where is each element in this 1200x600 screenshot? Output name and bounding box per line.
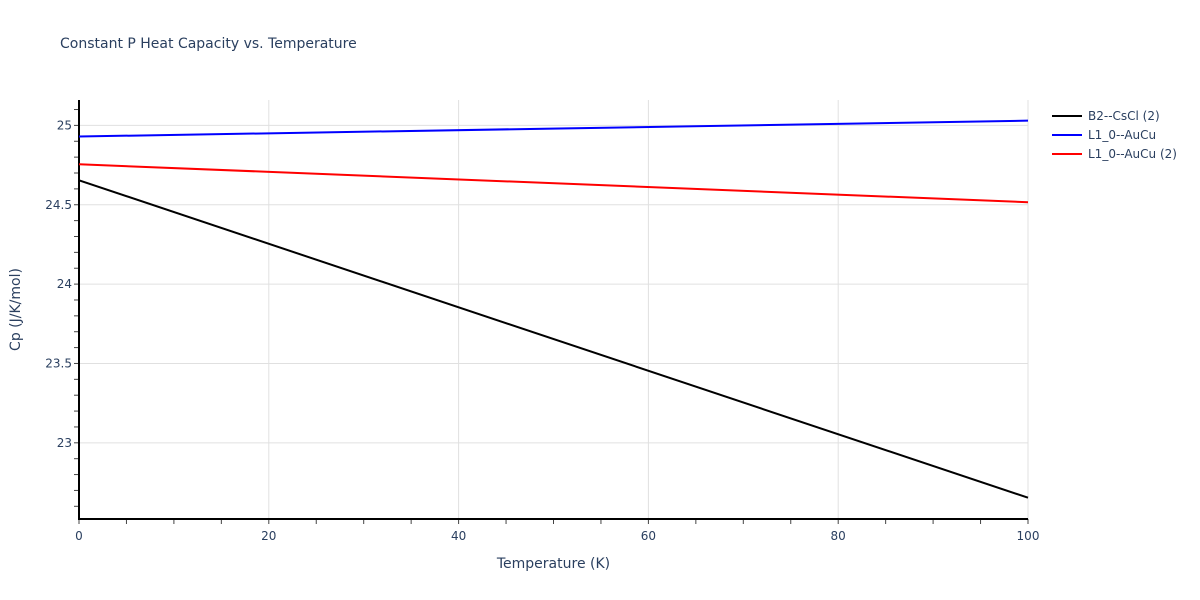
y-tick-label: 23 [57,436,72,450]
x-tick-label: 80 [831,529,846,543]
y-axis-title: Cp (J/K/mol) [8,268,24,351]
y-tick-label: 24 [57,277,72,291]
legend-swatch-icon [1052,152,1082,155]
legend-swatch-icon [1052,133,1082,136]
x-tick-label: 100 [1017,529,1040,543]
legend-swatch-icon [1052,114,1082,117]
x-tick-label: 40 [451,529,466,543]
legend-item[interactable]: L1_0--AuCu (2) [1052,144,1177,163]
chart-title: Constant P Heat Capacity vs. Temperature [60,36,357,52]
y-tick-label: 25 [57,118,72,132]
legend-label: L1_0--AuCu (2) [1088,146,1177,161]
y-tick-label: 23.5 [45,356,72,370]
x-axis-title: Temperature (K) [496,556,610,572]
x-tick-label: 0 [75,529,83,543]
legend-item[interactable]: L1_0--AuCu [1052,125,1177,144]
legend-label: B2--CsCl (2) [1088,108,1160,123]
series-line[interactable] [78,119,1029,138]
y-tick-label: 24.5 [45,198,72,212]
legend-label: L1_0--AuCu [1088,127,1157,142]
legend-item[interactable]: B2--CsCl (2) [1052,106,1177,125]
series-line[interactable] [78,163,1029,204]
x-tick-label: 20 [261,529,276,543]
series-line[interactable] [78,179,1029,499]
x-tick-label: 60 [641,529,656,543]
legend: B2--CsCl (2) L1_0--AuCu L1_0--AuCu (2) [1052,106,1177,163]
